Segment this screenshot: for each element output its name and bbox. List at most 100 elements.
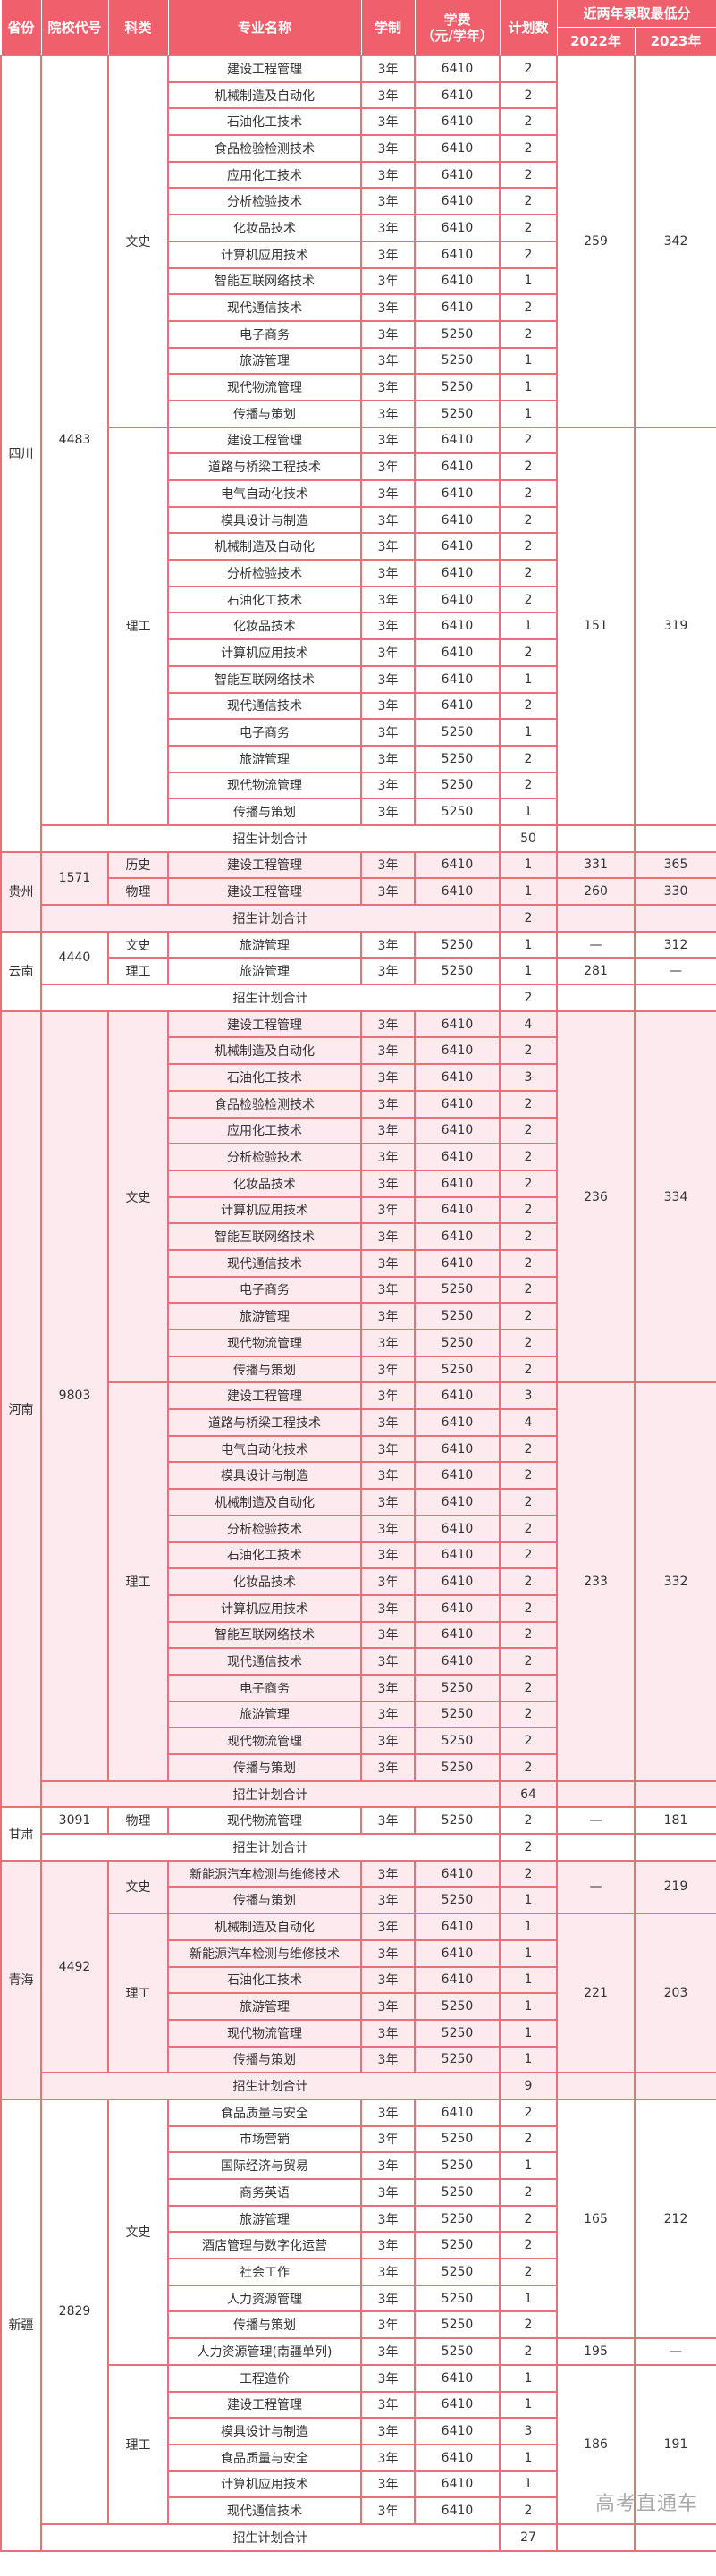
total-label-cell: 招生计划合计 xyxy=(40,984,501,1012)
table-row: 理工 建设工程管理 3年 6410 2 151 319 xyxy=(1,426,716,826)
table-row: 机械制造及自动化 3年 6410 2 xyxy=(1,80,716,110)
plan-count-cell: 1 xyxy=(499,266,558,296)
header-fee: 学费 （元/学年） xyxy=(414,0,501,56)
score-2022-cell: 151 xyxy=(556,426,636,826)
total-label-cell: 招生计划合计 xyxy=(40,2522,501,2552)
duration-cell: 3年 xyxy=(360,2018,416,2048)
duration-cell: 3年 xyxy=(360,559,416,587)
duration-cell: 3年 xyxy=(360,1063,416,1092)
fee-cell: 5250 xyxy=(414,2151,501,2180)
plan-count-cell: 1 xyxy=(499,2470,558,2499)
score-2022-cell: 195 xyxy=(556,2337,636,2366)
plan-count-cell: 2 xyxy=(499,1329,558,1357)
major-cell: 传播与策划 xyxy=(167,2045,362,2074)
duration-cell: 3年 xyxy=(360,346,416,376)
total-count-cell: 2 xyxy=(499,984,558,1012)
duration-cell: 3年 xyxy=(360,1116,416,1145)
total-count-cell: 2 xyxy=(499,1833,558,1862)
duration-cell: 3年 xyxy=(360,319,416,349)
empty-score-2022-cell xyxy=(556,1779,636,1809)
table-row: 现代物流管理 3年 5250 2 xyxy=(1,1727,716,1755)
major-cell: 模具设计与制造 xyxy=(167,2417,362,2445)
plan-count-cell: 1 xyxy=(499,2151,558,2180)
table-row: 应用化工技术 3年 6410 2 xyxy=(1,160,716,190)
major-cell: 传播与策划 xyxy=(167,2310,362,2340)
fee-cell: 6410 xyxy=(414,532,501,562)
duration-cell: 3年 xyxy=(360,373,416,401)
fee-cell: 6410 xyxy=(414,2470,501,2499)
plan-count-cell: 2 xyxy=(499,1355,558,1384)
header-category: 科类 xyxy=(107,0,169,56)
table-row: 道路与桥梁工程技术 3年 6410 4 xyxy=(1,1408,716,1437)
plan-count-cell: 2 xyxy=(499,1116,558,1145)
province-cell: 四川 xyxy=(0,55,42,853)
empty-score-2022-cell xyxy=(556,823,636,853)
major-cell: 石油化工技术 xyxy=(167,1541,362,1570)
table-row: 电子商务 3年 5250 2 xyxy=(1,319,716,349)
table-row: 分析检验技术 3年 6410 2 xyxy=(1,187,716,216)
major-cell: 电子商务 xyxy=(167,1673,362,1702)
major-cell: 建设工程管理 xyxy=(167,1009,362,1039)
major-cell: 建设工程管理 xyxy=(167,426,362,455)
duration-cell: 3年 xyxy=(360,1143,416,1171)
fee-cell: 5250 xyxy=(414,1673,501,1702)
table-row: 智能互联网络技术 3年 6410 2 xyxy=(1,1620,716,1650)
table-row: 传播与策划 3年 5250 1 xyxy=(1,798,716,826)
major-cell: 现代物流管理 xyxy=(167,1727,362,1755)
header-code: 院校代号 xyxy=(40,0,109,56)
major-cell: 酒店管理与数字化运营 xyxy=(167,2231,362,2260)
table-row: 石油化工技术 3年 6410 2 xyxy=(1,585,716,614)
plan-count-cell: 2 xyxy=(499,1567,558,1596)
major-cell: 电子商务 xyxy=(167,319,362,349)
major-cell: 石油化工技术 xyxy=(167,1965,362,1995)
plan-count-cell: 2 xyxy=(499,1302,558,1330)
table-row: 智能互联网络技术 3年 6410 2 xyxy=(1,1222,716,1251)
table-row: 电气自动化技术 3年 6410 2 xyxy=(1,479,716,508)
plan-count-cell: 2 xyxy=(499,160,558,190)
duration-cell: 3年 xyxy=(360,2363,416,2393)
duration-cell: 3年 xyxy=(360,2204,416,2234)
table-row: 旅游管理 3年 5250 2 xyxy=(1,1700,716,1729)
header-year-2022: 2022年 xyxy=(556,27,636,56)
plan-count-cell: 2 xyxy=(499,1169,558,1198)
plan-count-cell: 2 xyxy=(499,452,558,481)
major-cell: 电气自动化技术 xyxy=(167,1434,362,1464)
duration-cell: 3年 xyxy=(360,1700,416,1729)
fee-cell: 6410 xyxy=(414,293,501,322)
fee-cell: 6410 xyxy=(414,1514,501,1543)
table-row: 河南 9803 文史 建设工程管理 3年 6410 4 236 334 xyxy=(0,1009,716,1809)
duration-cell: 3年 xyxy=(360,718,416,747)
table-row: 模具设计与制造 3年 6410 2 xyxy=(1,505,716,535)
major-cell: 机械制造及自动化 xyxy=(167,532,362,562)
header-year-2023: 2023年 xyxy=(634,27,716,56)
plan-count-cell: 2 xyxy=(499,2204,558,2234)
duration-cell: 3年 xyxy=(360,2284,416,2313)
duration-cell: 3年 xyxy=(360,850,416,880)
duration-cell: 3年 xyxy=(360,771,416,800)
duration-cell: 3年 xyxy=(360,80,416,110)
major-cell: 现代物流管理 xyxy=(167,2018,362,2048)
fee-cell: 5250 xyxy=(414,1992,501,2021)
fee-cell: 5250 xyxy=(414,930,501,959)
header-fee-line1: 学费 xyxy=(443,11,471,28)
fee-cell: 6410 xyxy=(414,638,501,667)
major-cell: 计算机应用技术 xyxy=(167,2470,362,2499)
major-cell: 石油化工技术 xyxy=(167,1063,362,1092)
major-cell: 建设工程管理 xyxy=(167,877,362,906)
duration-cell: 3年 xyxy=(360,744,416,773)
category-cell: 物理 xyxy=(107,1806,169,1836)
total-count-cell: 64 xyxy=(499,1779,558,1809)
duration-cell: 3年 xyxy=(360,1248,416,1278)
plan-count-cell: 1 xyxy=(499,346,558,376)
score-2023-cell: 332 xyxy=(633,1381,716,1782)
fee-cell: 6410 xyxy=(414,877,501,906)
duration-cell: 3年 xyxy=(360,1753,416,1782)
plan-count-cell: 2 xyxy=(499,107,558,137)
plan-count-cell: 2 xyxy=(499,1248,558,1278)
total-row: 招生计划合计 27 xyxy=(1,2522,716,2552)
table-row: 石油化工技术 3年 6410 2 xyxy=(1,107,716,137)
plan-count-cell: 2 xyxy=(499,2258,558,2286)
major-cell: 食品质量与安全 xyxy=(167,2443,362,2472)
plan-count-cell: 3 xyxy=(499,1381,558,1411)
